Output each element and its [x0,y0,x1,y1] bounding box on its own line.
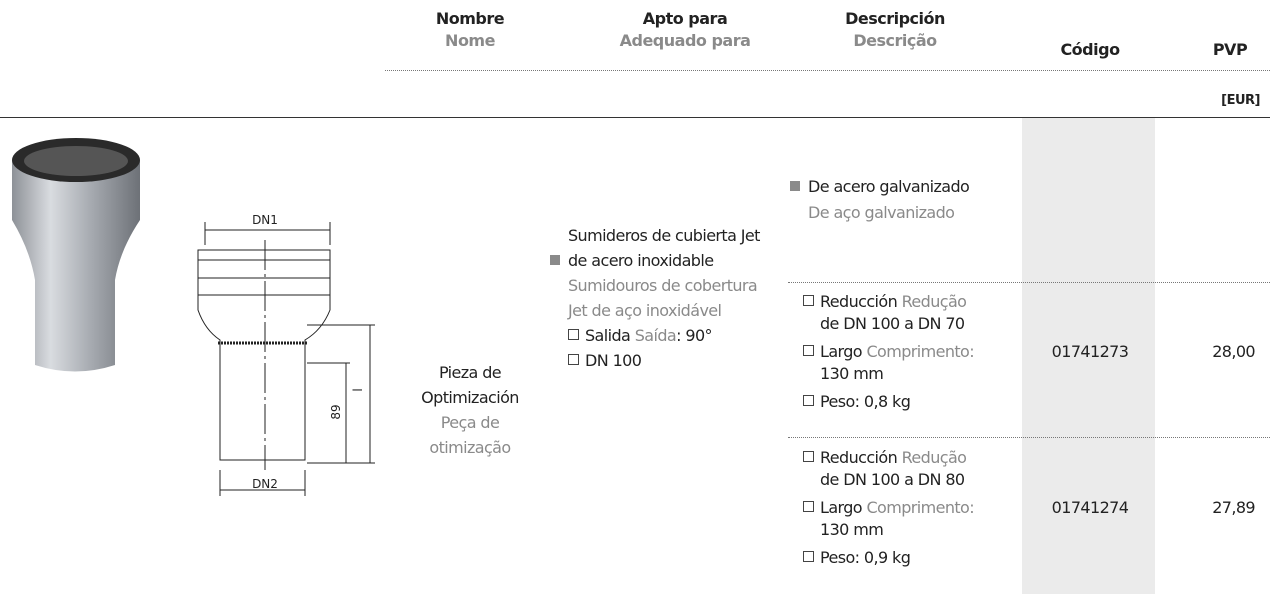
price: 27,89 [1212,498,1255,517]
length: Largo Comprimento: [803,497,1023,519]
divider [788,437,1270,438]
bullet [550,255,560,265]
material-es: De acero galvanizado [808,177,970,196]
item-es: Salida [585,326,631,345]
variant: Reducción Redução de DN 100 a DN 70 Larg… [803,291,1023,413]
head-code: Código [1060,40,1120,59]
col-head: Descripción Descrição [820,8,970,52]
red-pt: Redução [901,448,967,467]
weight: Peso: 0,8 kg [803,391,1023,413]
reduction: Reducción Redução [803,447,1023,469]
code: 01741274 [1051,498,1129,517]
currency: [EUR] [1221,93,1260,108]
len-value: 130 mm [820,520,884,539]
weight-text: Peso: 0,9 kg [820,548,911,567]
head-es: Descripción [845,9,945,28]
dim-label: l [351,388,365,391]
apto-es: Sumideros de cubierta Jet de acero inoxi… [568,226,760,270]
red-value: de DN 100 a DN 70 [820,314,965,333]
apto-pt: Sumidouros de cobertura Jet de aço inoxi… [568,276,758,320]
head-es: Nombre [435,9,505,28]
code: 01741273 [1051,342,1129,361]
weight: Peso: 0,9 kg [803,547,1023,569]
red-value: de DN 100 a DN 80 [820,470,965,489]
len-pt: Comprimento: [866,342,975,361]
material: De acero galvanizado De aço galvanizado [808,174,1018,226]
len-pt: Comprimento: [866,498,975,517]
weight-text: Peso: 0,8 kg [820,392,911,411]
bullet [790,181,800,191]
col-head: Apto para Adequado para [600,8,770,52]
code-column-bg [1022,118,1155,594]
reduction: Reducción Redução [803,291,1023,313]
divider [788,282,1270,283]
name-pt: Peça de otimização [429,413,511,457]
dim-label: 89 [329,404,343,419]
product-photo [12,138,140,372]
red-es: Reducción [820,448,898,467]
material-pt: De aço galvanizado [808,203,955,222]
head-pt: Nome [445,31,495,50]
item-value: : 90° [676,326,712,345]
red-es: Reducción [820,292,898,311]
technical-drawing: DN1 DN2 89 l [197,213,375,496]
variant: Reducción Redução de DN 100 a DN 80 Larg… [803,447,1023,569]
apto-cell: Sumideros de cubierta Jet de acero inoxi… [568,223,773,373]
rule [0,117,1270,118]
product-name: Pieza de Optimización Peça de otimização [405,360,535,460]
head-pvp: PVP [1212,40,1248,59]
price: 28,00 [1212,342,1255,361]
apto-item: Salida Saída: 90° [568,323,773,348]
item-pt: Saída [634,326,677,345]
col-head: Nombre Nome [400,8,540,52]
length: Largo Comprimento: [803,341,1023,363]
dim-label: DN2 [252,477,278,491]
apto-item: DN 100 [568,348,773,373]
red-pt: Redução [901,292,967,311]
head-es: Apto para [642,9,728,28]
name-es: Pieza de Optimización [421,363,519,407]
len-es: Largo [820,498,863,517]
head-pt: Adequado para [619,31,751,50]
divider [385,70,1270,71]
len-es: Largo [820,342,863,361]
len-value: 130 mm [820,364,884,383]
dim-label: DN1 [252,213,278,227]
head-pt: Descrição [853,31,937,50]
item-es: DN 100 [585,351,642,370]
